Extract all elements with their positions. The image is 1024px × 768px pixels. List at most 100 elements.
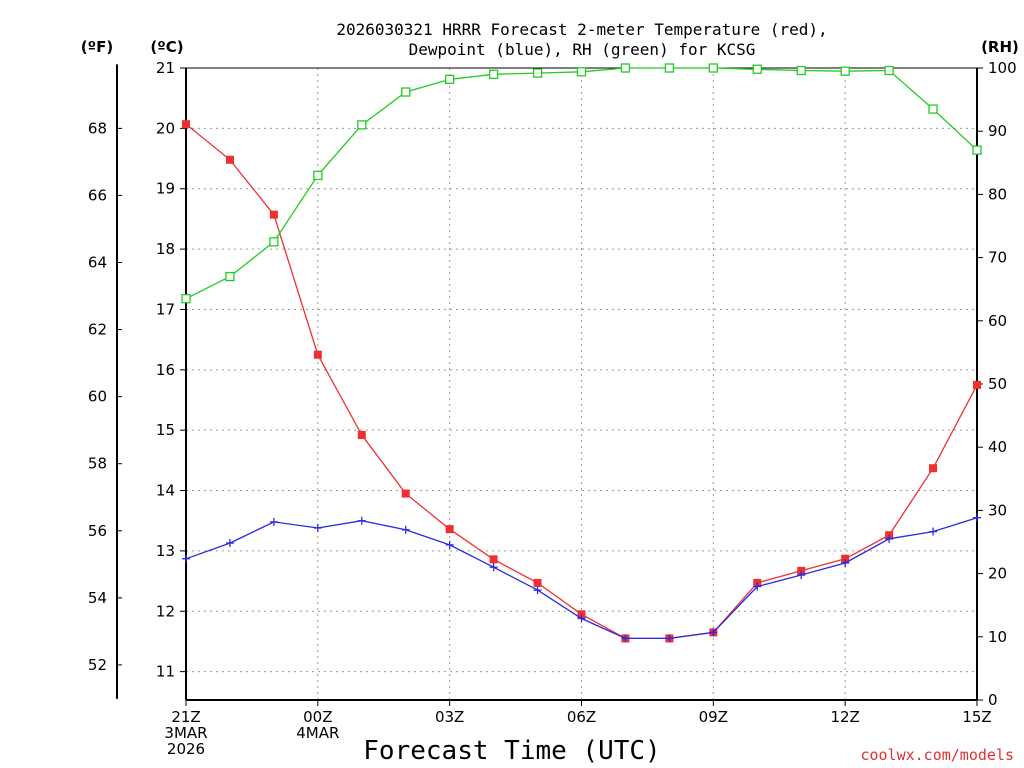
dewpoint-point (269, 517, 278, 526)
fahrenheit-unit-label: (ºF) (81, 38, 113, 56)
temperature-point (929, 464, 938, 473)
temperature-point (401, 489, 410, 498)
temperature-point (313, 350, 322, 359)
temperature-point (225, 155, 234, 164)
chart-title-line2: Dewpoint (blue), RH (green) for KCSG (409, 40, 756, 59)
celsius-tick-label: 12 (156, 602, 175, 620)
series-rh (181, 63, 982, 304)
fahrenheit-tick-label: 60 (88, 388, 107, 406)
x-tick-label: 09Z (699, 708, 728, 726)
rh-tick-label: 10 (988, 628, 1007, 646)
rh-point (620, 63, 631, 73)
grid-lines (185, 67, 978, 700)
dewpoint-point (841, 558, 850, 567)
x-tick-label: 06Z (567, 708, 596, 726)
rh-point (840, 66, 850, 76)
rh-tick-label: 40 (988, 438, 1007, 456)
celsius-tick-label: 20 (156, 119, 175, 137)
dewpoint-point (533, 586, 542, 595)
rh-point (401, 87, 411, 97)
fahrenheit-tick-label: 58 (88, 455, 107, 473)
dewpoint-point (753, 582, 762, 591)
x-tick-label: 21Z (171, 708, 200, 726)
chart-title-line1: 2026030321 HRRR Forecast 2-meter Tempera… (336, 20, 827, 39)
dewpoint-point (445, 540, 454, 549)
rh-tick-label: 60 (988, 312, 1007, 330)
dewpoint-point (489, 563, 498, 572)
dewpoint-point (665, 634, 674, 643)
rh-tick-label: 50 (988, 375, 1007, 393)
x-tick-label: 4MAR (296, 724, 339, 742)
dewpoint-point (577, 614, 586, 623)
temperature-point (269, 210, 278, 219)
x-axis-label: Forecast Time (UTC) (363, 736, 660, 766)
dewpoint-point (357, 516, 366, 525)
celsius-tick-label: 18 (156, 240, 175, 258)
dewpoint-point (885, 534, 894, 543)
fahrenheit-tick-label: 52 (88, 656, 107, 674)
dewpoint-point (182, 554, 190, 563)
dewpoint-point (313, 523, 322, 532)
fahrenheit-tick-label: 56 (88, 522, 107, 540)
celsius-tick-label: 16 (156, 361, 175, 379)
x-tick-label: 03Z (435, 708, 464, 726)
rh-point (357, 120, 367, 130)
rh-tick-label: 90 (988, 122, 1007, 140)
rh-point (752, 64, 762, 74)
rh-point (664, 63, 675, 73)
x-tick-label: 15Z (962, 708, 991, 726)
rh-unit-label: (RH) (981, 38, 1019, 56)
dewpoint-point (225, 539, 234, 548)
fahrenheit-tick-label: 54 (88, 589, 107, 607)
dewpoint-point (797, 571, 806, 580)
celsius-tick-label: 17 (156, 300, 175, 318)
celsius-tick-label: 15 (156, 421, 175, 439)
rh-point (269, 237, 279, 247)
dewpoint-point (973, 513, 981, 522)
rh-tick-label: 70 (988, 249, 1007, 267)
x-tick-label: 3MAR (164, 724, 207, 742)
temperature-point (445, 525, 454, 534)
rh-point (225, 271, 235, 282)
rh-point (576, 67, 587, 77)
dewpoint-point (929, 527, 938, 536)
rh-point (796, 65, 806, 76)
fahrenheit-tick-label: 62 (88, 321, 107, 339)
celsius-unit-label: (ºC) (150, 38, 183, 56)
temperature-point (577, 610, 586, 619)
x-tick-label: 2026 (167, 740, 205, 758)
temperature-point (841, 554, 850, 563)
rh-point (972, 145, 982, 155)
dewpoint-point (621, 634, 630, 643)
rh-tick-label: 0 (988, 691, 998, 709)
rh-point (313, 170, 323, 181)
temperature-point (533, 578, 542, 587)
rh-point (181, 294, 191, 304)
temperature-point (182, 120, 190, 129)
fahrenheit-tick-label: 68 (88, 119, 107, 137)
rh-point (884, 65, 894, 76)
dewpoint-point (401, 525, 410, 534)
temperature-point (973, 380, 981, 389)
series-dewpoint (182, 513, 981, 643)
data-series (181, 63, 982, 643)
rh-tick-label: 30 (988, 501, 1007, 519)
temperature-point (797, 566, 806, 575)
axes: 52 54 56 58 60 62 64 66 68 11 12 13 14 15 16 17 18 19 20 21… (88, 59, 1017, 758)
temperature-point (357, 431, 366, 440)
watermark: coolwx.com/models (860, 746, 1014, 764)
rh-tick-label: 100 (988, 59, 1017, 77)
celsius-tick-label: 14 (156, 482, 175, 500)
dewpoint-point (709, 628, 718, 637)
celsius-tick-label: 19 (156, 180, 175, 198)
celsius-tick-label: 21 (156, 59, 175, 77)
rh-tick-label: 80 (988, 185, 1007, 203)
rh-point (445, 74, 455, 85)
rh-point (532, 68, 543, 78)
temperature-point (489, 555, 498, 564)
celsius-tick-label: 11 (156, 663, 175, 681)
rh-tick-label: 20 (988, 565, 1007, 583)
rh-point (708, 63, 718, 73)
fahrenheit-tick-label: 64 (88, 254, 107, 272)
